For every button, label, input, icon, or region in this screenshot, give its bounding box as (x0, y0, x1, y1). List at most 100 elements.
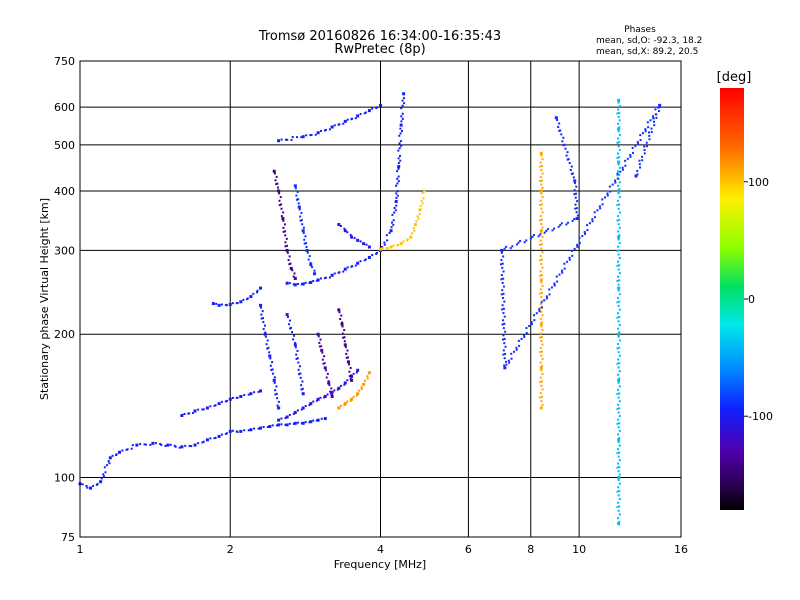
data-point (211, 302, 215, 306)
data-point (616, 393, 619, 396)
data-point (304, 235, 307, 238)
data-point (618, 505, 621, 508)
data-point (540, 310, 543, 313)
data-point (180, 413, 184, 417)
data-point (509, 247, 512, 250)
data-point (294, 342, 297, 345)
data-point (343, 119, 347, 123)
data-point (553, 284, 556, 287)
data-point (400, 115, 403, 118)
data-point (302, 231, 305, 234)
data-point (618, 459, 621, 462)
data-point (617, 501, 620, 504)
data-point (303, 242, 306, 245)
data-point (643, 145, 646, 148)
data-point (197, 442, 200, 445)
data-point (541, 343, 544, 346)
data-point (617, 373, 620, 376)
data-point (131, 444, 134, 447)
data-point (291, 331, 294, 334)
data-point (260, 306, 263, 309)
data-point (328, 276, 331, 279)
data-point (273, 376, 276, 379)
data-point (568, 162, 571, 165)
data-point (102, 473, 105, 476)
data-point (346, 356, 349, 359)
data-point (650, 127, 653, 130)
data-point (618, 482, 621, 485)
data-point (99, 480, 103, 484)
data-point (614, 181, 617, 184)
data-point (282, 211, 285, 214)
data-point (616, 141, 619, 144)
data-point (282, 226, 285, 229)
data-point (601, 198, 604, 201)
data-point (397, 167, 400, 170)
data-point (381, 246, 384, 249)
data-point (339, 225, 342, 228)
data-point (539, 270, 542, 273)
y-tick-label: 300 (54, 244, 75, 257)
data-point (202, 440, 205, 443)
data-point (530, 323, 533, 326)
data-point (617, 127, 621, 131)
data-point (293, 334, 296, 337)
data-point (540, 183, 543, 186)
data-point (573, 193, 576, 196)
data-point (285, 281, 289, 285)
data-point (284, 417, 287, 420)
data-point (257, 427, 260, 430)
data-point (301, 392, 305, 396)
data-point (617, 320, 620, 323)
data-point (539, 254, 542, 257)
data-point (619, 170, 622, 173)
data-point (539, 303, 542, 306)
data-point (541, 373, 544, 376)
data-point (316, 397, 320, 401)
data-point (618, 339, 621, 342)
data-point (406, 239, 409, 242)
data-point (618, 188, 621, 191)
x-axis-label: Frequency [MHz] (334, 558, 426, 571)
data-point (326, 393, 329, 396)
data-point (618, 370, 621, 373)
data-point (533, 314, 536, 317)
data-point (293, 421, 297, 425)
data-point (397, 157, 400, 160)
data-point (350, 378, 354, 382)
data-point (304, 242, 307, 245)
data-point (540, 154, 543, 157)
data-point (301, 229, 305, 233)
data-point (328, 384, 331, 387)
data-point (617, 160, 621, 164)
data-point (269, 364, 272, 367)
data-point (418, 213, 421, 216)
data-point (275, 392, 278, 395)
data-point (363, 259, 366, 262)
data-point (606, 194, 609, 197)
data-point (286, 251, 289, 254)
data-point (297, 361, 300, 364)
data-point (193, 409, 197, 413)
data-point (540, 281, 543, 284)
data-point (539, 336, 542, 339)
data-point (618, 149, 621, 152)
data-point (512, 350, 515, 353)
data-point (502, 307, 505, 310)
data-point (213, 404, 216, 407)
data-point (328, 128, 331, 131)
data-point (299, 215, 302, 218)
data-point (657, 106, 660, 109)
data-point (324, 369, 327, 372)
data-point (572, 176, 575, 179)
data-point (272, 378, 276, 382)
data-point (214, 436, 217, 439)
data-point (346, 400, 349, 403)
data-point (399, 140, 402, 143)
data-point (319, 396, 322, 399)
data-point (366, 377, 369, 380)
data-point (540, 384, 543, 387)
data-point (277, 418, 281, 422)
data-point (540, 247, 543, 250)
data-point (324, 128, 327, 131)
